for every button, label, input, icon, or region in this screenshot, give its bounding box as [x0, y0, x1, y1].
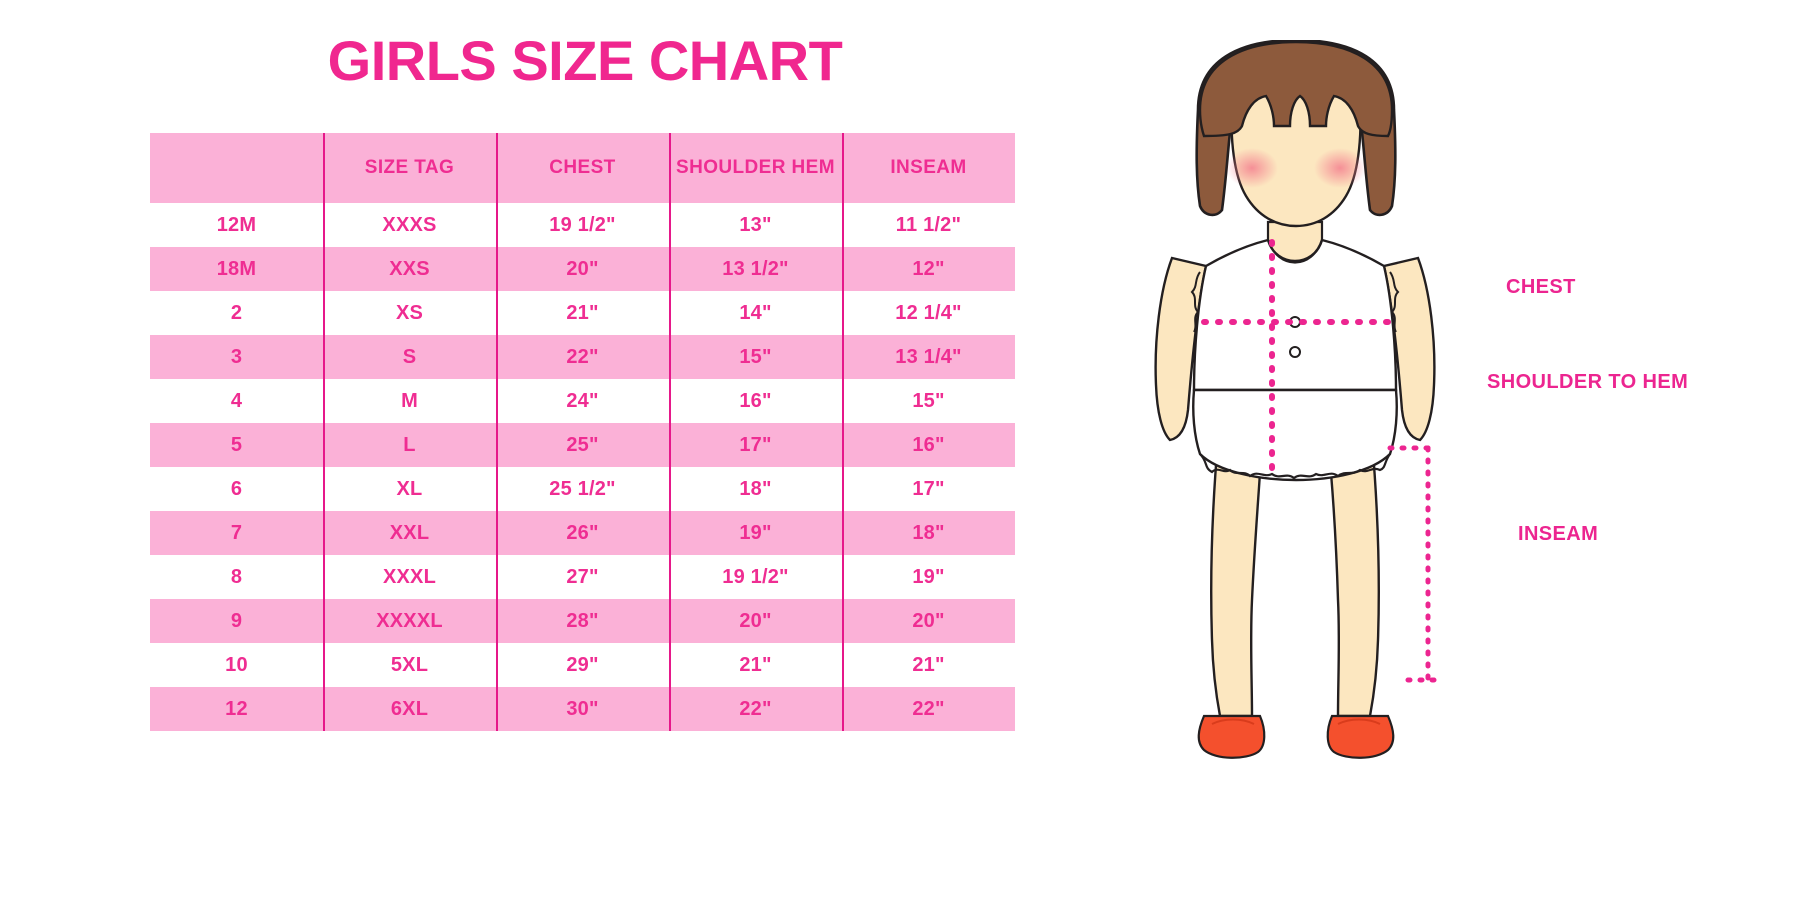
cell-chest: 26"	[496, 511, 669, 555]
cell-shoulder-hem: 20"	[669, 599, 842, 643]
cell-size: 9	[150, 599, 323, 643]
col-header-inseam: INSEAM	[842, 133, 1015, 203]
table-row: 5 L 25" 17" 16"	[150, 423, 1015, 467]
cell-size-tag: XXS	[323, 247, 496, 291]
cell-inseam: 12"	[842, 247, 1015, 291]
cell-size: 6	[150, 467, 323, 511]
cell-chest: 25 1/2"	[496, 467, 669, 511]
cell-size-tag: XXXXL	[323, 599, 496, 643]
cell-inseam: 11 1/2"	[842, 203, 1015, 247]
cell-size-tag: XXL	[323, 511, 496, 555]
table-row: 8 XXXL 27" 19 1/2" 19"	[150, 555, 1015, 599]
cell-inseam: 19"	[842, 555, 1015, 599]
cell-shoulder-hem: 19 1/2"	[669, 555, 842, 599]
cell-size-tag: L	[323, 423, 496, 467]
cell-size: 3	[150, 335, 323, 379]
cell-shoulder-hem: 21"	[669, 643, 842, 687]
cell-shoulder-hem: 14"	[669, 291, 842, 335]
cell-size: 12	[150, 687, 323, 731]
cell-chest: 30"	[496, 687, 669, 731]
cell-size: 2	[150, 291, 323, 335]
table-row: 3 S 22" 15" 13 1/4"	[150, 335, 1015, 379]
table-row: 12M XXXS 19 1/2" 13" 11 1/2"	[150, 203, 1015, 247]
page-title: GIRLS SIZE CHART	[327, 29, 843, 92]
size-chart-table: SIZE TAG CHEST SHOULDER HEM INSEAM 12M XX…	[150, 133, 1015, 731]
callout-shoulder-to-hem: SHOULDER TO HEM	[1487, 371, 1689, 393]
cell-size: 7	[150, 511, 323, 555]
cell-shoulder-hem: 22"	[669, 687, 842, 731]
cell-inseam: 18"	[842, 511, 1015, 555]
cell-chest: 28"	[496, 599, 669, 643]
col-header-size	[150, 133, 323, 203]
cell-size: 5	[150, 423, 323, 467]
cell-size-tag: XXXS	[323, 203, 496, 247]
table-row: 10 5XL 29" 21" 21"	[150, 643, 1015, 687]
callout-chest: CHEST	[1506, 276, 1576, 298]
cell-size-tag: S	[323, 335, 496, 379]
cell-size: 4	[150, 379, 323, 423]
cell-size: 10	[150, 643, 323, 687]
skirt	[1192, 388, 1398, 482]
cell-inseam: 16"	[842, 423, 1015, 467]
cell-chest: 21"	[496, 291, 669, 335]
table-row: 6 XL 25 1/2" 18" 17"	[150, 467, 1015, 511]
table-row: 4 M 24" 16" 15"	[150, 379, 1015, 423]
head	[1195, 40, 1397, 228]
table-row: 12 6XL 30" 22" 22"	[150, 687, 1015, 731]
cell-chest: 27"	[496, 555, 669, 599]
cell-inseam: 22"	[842, 687, 1015, 731]
cell-size-tag: 5XL	[323, 643, 496, 687]
measurement-guides	[1201, 239, 1395, 473]
table-row: 18M XXS 20" 13 1/2" 12"	[150, 247, 1015, 291]
cell-chest: 19 1/2"	[496, 203, 669, 247]
girl-illustration	[1100, 40, 1520, 760]
cell-shoulder-hem: 18"	[669, 467, 842, 511]
cell-inseam: 15"	[842, 379, 1015, 423]
table-header: SIZE TAG CHEST SHOULDER HEM INSEAM	[150, 133, 1015, 203]
cell-inseam: 12 1/4"	[842, 291, 1015, 335]
shirt	[1190, 238, 1400, 392]
cell-size: 18M	[150, 247, 323, 291]
cell-chest: 29"	[496, 643, 669, 687]
cell-shoulder-hem: 13"	[669, 203, 842, 247]
cell-size-tag: XL	[323, 467, 496, 511]
table-row: 2 XS 21" 14" 12 1/4"	[150, 291, 1015, 335]
cell-chest: 20"	[496, 247, 669, 291]
inseam-bracket	[1387, 445, 1441, 683]
cell-shoulder-hem: 16"	[669, 379, 842, 423]
cell-shoulder-hem: 13 1/2"	[669, 247, 842, 291]
cell-size-tag: M	[323, 379, 496, 423]
cell-inseam: 20"	[842, 599, 1015, 643]
cell-inseam: 17"	[842, 467, 1015, 511]
cell-size: 12M	[150, 203, 323, 247]
cell-size-tag: XXXL	[323, 555, 496, 599]
cell-size-tag: XS	[323, 291, 496, 335]
table-body: 12M XXXS 19 1/2" 13" 11 1/2" 18M XXS 20" 13 1/2"…	[150, 203, 1015, 731]
cell-size-tag: 6XL	[323, 687, 496, 731]
callout-inseam: INSEAM	[1518, 523, 1599, 545]
col-header-chest: CHEST	[496, 133, 669, 203]
cell-shoulder-hem: 17"	[669, 423, 842, 467]
legs	[1210, 438, 1380, 718]
table-row: 7 XXL 26" 19" 18"	[150, 511, 1015, 555]
cell-chest: 22"	[496, 335, 669, 379]
cell-shoulder-hem: 15"	[669, 335, 842, 379]
cell-inseam: 13 1/4"	[842, 335, 1015, 379]
cell-shoulder-hem: 19"	[669, 511, 842, 555]
cell-chest: 25"	[496, 423, 669, 467]
table-header-row: SIZE TAG CHEST SHOULDER HEM INSEAM	[150, 133, 1015, 203]
col-header-size-tag: SIZE TAG	[323, 133, 496, 203]
cell-chest: 24"	[496, 379, 669, 423]
size-chart-table-container: SIZE TAG CHEST SHOULDER HEM INSEAM 12M XX…	[150, 133, 1015, 731]
cell-size: 8	[150, 555, 323, 599]
cell-inseam: 21"	[842, 643, 1015, 687]
col-header-shoulder-hem: SHOULDER HEM	[669, 133, 842, 203]
table-row: 9 XXXXL 28" 20" 20"	[150, 599, 1015, 643]
shoes	[1197, 714, 1395, 759]
